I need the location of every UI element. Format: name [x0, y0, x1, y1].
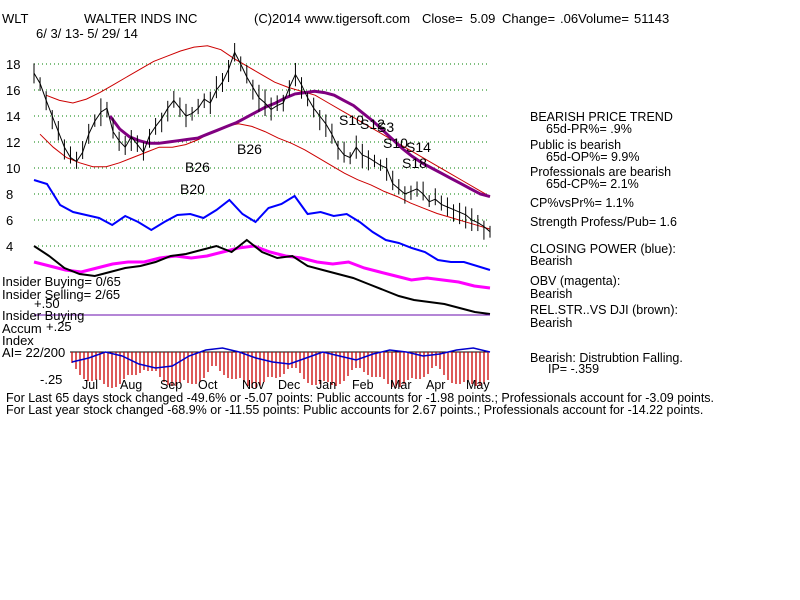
lower-band-line [39, 123, 491, 230]
signal-label: S3 [377, 119, 394, 135]
cp-value: 65d-CP%= 2.1% [546, 177, 639, 191]
month-label: Oct [198, 378, 218, 392]
insider-buying-label-2: Insider Buying [2, 308, 85, 323]
cpvspr-value: CP%vsPr%= 1.1% [530, 196, 634, 210]
strength-value: Strength Profess/Pub= 1.6 [530, 215, 677, 229]
volume-value: 51143 [634, 11, 670, 26]
accumulation-bars [70, 347, 491, 388]
accum-line [71, 347, 491, 369]
close-label: Close= [422, 11, 463, 26]
trend-title: BEARISH PRICE TREND [530, 110, 673, 124]
month-label: Aug [120, 378, 142, 392]
ip-value: IP= -.359 [548, 362, 600, 376]
pro-title: Professionals are bearish [530, 165, 672, 179]
y-tick-label: 12 [6, 135, 20, 150]
month-label: Jul [82, 378, 98, 392]
obv-title: OBV (magenta): [530, 274, 621, 288]
month-label: Mar [390, 378, 412, 392]
ai-label: AI= 22/200 [2, 345, 66, 360]
chart-series [33, 42, 491, 240]
x-axis-month-labels: Jul Aug Sep Oct Nov Dec Jan Feb Mar Apr May [82, 378, 490, 392]
indicator-panels [33, 179, 491, 316]
y-tick-label: 6 [6, 213, 13, 228]
signal-label: B26 [185, 159, 210, 175]
signal-label: B20 [180, 181, 205, 197]
date-range: 6/ 3/ 13- 5/ 29/ 14 [36, 26, 138, 41]
copyright: (C)2014 www.tigersoft.com [254, 11, 411, 26]
obv-value: Bearish [530, 287, 573, 301]
y-tick-label: 4 [6, 239, 13, 254]
month-label: Nov [242, 378, 265, 392]
pr-value: 65d-PR%= .9% [546, 122, 632, 136]
index-label: Index [2, 333, 34, 348]
footer-line-2: For Last year stock changed -68.9% or -1… [6, 403, 704, 417]
y-axis-tick-labels: 4 6 8 10 12 14 16 18 [6, 57, 20, 254]
minus25-label: -.25 [40, 372, 63, 387]
signal-label: B26 [237, 141, 262, 157]
relstr-value: Bearish [530, 316, 573, 330]
month-label: Dec [278, 378, 300, 392]
plus50-label: +.50 [34, 296, 60, 311]
y-tick-label: 14 [6, 109, 20, 124]
accum-title: Bearish: Distrubtion Falling. [530, 351, 683, 365]
volume-label: Volume= [578, 11, 629, 26]
ticker-symbol: WLT [2, 11, 29, 26]
price-close-line [33, 51, 491, 233]
insider-buying-label: Insider Buying= 0/65 [2, 274, 121, 289]
closing-power-value: Bearish [530, 254, 573, 268]
insider-selling-label: Insider Selling= 2/65 [2, 287, 121, 302]
signal-label: S12 [360, 116, 385, 132]
moving-average-line [108, 89, 491, 199]
signal-label: S10 [383, 135, 408, 151]
y-tick-label: 10 [6, 161, 20, 176]
obv-line [33, 244, 491, 290]
footer-line-1: For Last 65 days stock changed -49.6% or… [6, 391, 715, 405]
signal-label: S18 [402, 155, 427, 171]
change-label: Change= [502, 11, 556, 26]
relstr-title: REL.STR..VS DJI (brown): [530, 303, 678, 317]
month-label: Apr [426, 378, 445, 392]
company-name: WALTER INDS INC [84, 11, 198, 26]
relative-strength-line [33, 238, 491, 315]
signal-label: S14 [406, 139, 431, 155]
close-value: 5.09 [470, 11, 496, 26]
op-value: 65d-OP%= 9.9% [546, 150, 640, 164]
y-tick-label: 8 [6, 187, 13, 202]
signal-label: S10 [339, 112, 364, 128]
closing-power-title: CLOSING POWER (blue): [530, 242, 676, 256]
closing-power-line [33, 179, 491, 271]
y-tick-label: 16 [6, 83, 20, 98]
plus25-label: +.25 [46, 319, 72, 334]
month-label: Feb [352, 378, 374, 392]
y-tick-label: 18 [6, 57, 20, 72]
public-title: Public is bearish [530, 138, 622, 152]
accum-label: Accum [2, 321, 42, 336]
month-label: Sep [160, 378, 182, 392]
month-label: May [466, 378, 490, 392]
upper-band-line [45, 45, 491, 198]
month-label: Jan [316, 378, 336, 392]
change-value: .06 [560, 11, 579, 26]
